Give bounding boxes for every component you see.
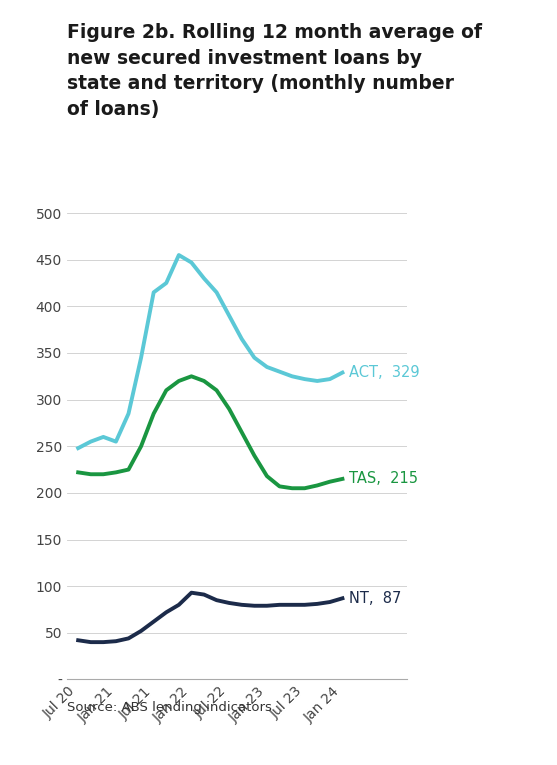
Text: ACT,  329: ACT, 329: [349, 365, 420, 380]
Text: TAS,  215: TAS, 215: [349, 471, 418, 487]
Text: NT,  87: NT, 87: [349, 591, 402, 606]
Text: Figure 2b. Rolling 12 month average of
new secured investment loans by
state and: Figure 2b. Rolling 12 month average of n…: [67, 23, 482, 119]
Text: Source: ABS lending indicators: Source: ABS lending indicators: [67, 702, 272, 715]
